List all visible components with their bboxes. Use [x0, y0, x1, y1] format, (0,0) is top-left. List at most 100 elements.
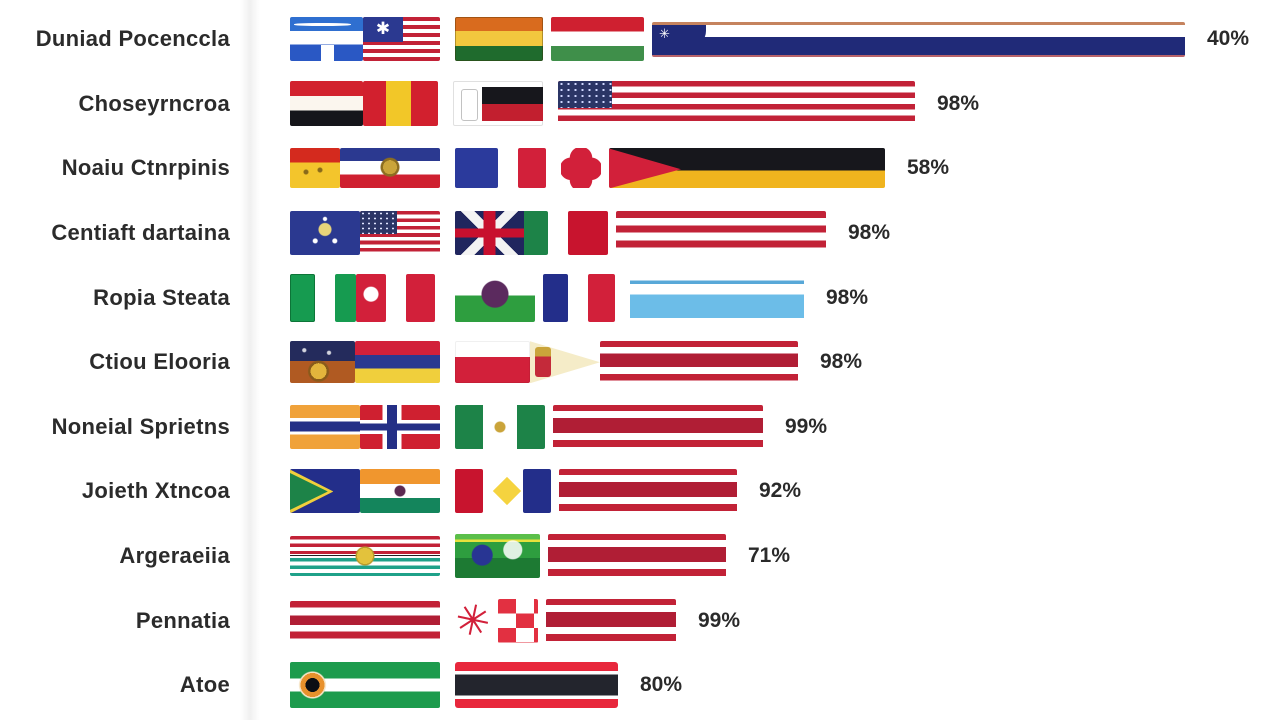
row-content: 99% — [290, 404, 828, 449]
row-content: 40% — [290, 17, 1249, 62]
country-label: Atoe — [179, 672, 230, 698]
flag-us-style — [360, 211, 440, 256]
percent-label: 98% — [848, 221, 891, 245]
flag-white-green-circle — [455, 273, 535, 322]
percent-label: 99% — [785, 414, 828, 438]
flag-white-black-red — [453, 81, 543, 127]
green-block — [290, 273, 315, 322]
crest-shield — [535, 347, 551, 378]
country-label: Duniad Pocenccla — [35, 26, 230, 52]
country-label: Choseyrncroa — [78, 90, 230, 116]
flag-red-blue-yellow — [355, 341, 440, 384]
red-emblem-block — [356, 273, 386, 322]
red-block — [588, 273, 615, 322]
row-content: 98% — [290, 80, 980, 127]
flag-red-white-stripes — [290, 600, 440, 641]
percent-label: 92% — [759, 479, 802, 503]
flag-blue-white-blue — [290, 17, 363, 62]
percent-label: 71% — [748, 544, 791, 568]
country-label: Noneial Sprietns — [51, 413, 230, 439]
percent-label: 98% — [820, 350, 863, 374]
chart-row: Centiaft dartaina 98% — [0, 201, 1280, 266]
star-field — [360, 211, 397, 234]
row-content: 80% — [290, 662, 683, 709]
flag-blue-block — [455, 148, 498, 189]
chart-row: Pennatia 99% — [0, 588, 1280, 653]
bar — [600, 341, 798, 384]
flag-red-teal-stripes-sun — [290, 536, 440, 577]
flag-green-globe — [455, 534, 540, 579]
flag-red-block — [518, 148, 546, 189]
bar — [630, 275, 804, 320]
bar-fill — [652, 37, 1185, 55]
chart-row: Joieth Xtncoa 92% — [0, 459, 1280, 524]
bar — [558, 80, 915, 127]
flag-india-style — [360, 469, 440, 514]
flag-spain-style — [290, 148, 340, 189]
black-red-stripes — [481, 86, 543, 121]
chart-row: Ropia Steata 98% — [0, 265, 1280, 330]
percent-label: 98% — [937, 91, 980, 115]
yellow-pennant-icon — [530, 341, 600, 384]
country-label: Ctiou Elooria — [89, 349, 230, 375]
flag-orange-navy-stripe — [290, 404, 360, 449]
bar — [652, 21, 1185, 57]
row-content: 92% — [290, 469, 802, 514]
red-block — [568, 211, 608, 256]
green-stripe — [523, 211, 548, 256]
bar — [553, 404, 763, 449]
flag-navy-orange-emblem — [290, 341, 355, 384]
chart-row: Argeraeiia 71% — [0, 524, 1280, 589]
navy-block — [523, 469, 551, 514]
percent-label: 80% — [640, 673, 683, 697]
flag-south-africa-style — [290, 469, 360, 514]
country-label: Noaiu Ctnrpinis — [61, 155, 230, 181]
flag-navy-emblem — [290, 211, 360, 256]
navy-block — [543, 273, 568, 322]
red-block — [406, 273, 435, 322]
country-label: Argeraeiia — [119, 543, 230, 569]
percent-label: 98% — [826, 285, 869, 309]
flag-red-yellow-band — [363, 81, 438, 127]
chart-row: Ctiou Elooria 98% — [0, 330, 1280, 395]
bar — [548, 534, 726, 579]
country-label: Pennatia — [135, 607, 230, 633]
row-content: 98% — [290, 273, 869, 322]
red-clover-icon — [561, 148, 601, 189]
chart-row: Choseyrncroa 98% — [0, 72, 1280, 137]
faint-emblem — [461, 88, 479, 122]
row-content: 98% — [290, 211, 891, 256]
column-divider — [240, 0, 260, 720]
flag-norway-style — [360, 404, 440, 449]
bar — [609, 148, 885, 189]
flag-white-red — [455, 341, 530, 384]
flag-liberia-style — [363, 17, 440, 62]
red-starburst-icon — [448, 599, 498, 643]
star-field — [558, 80, 612, 108]
burst-emblem-icon — [652, 24, 706, 47]
flag-nigeria-style — [455, 404, 545, 449]
flag-green-white-green-eye — [290, 662, 440, 709]
union-jack — [455, 211, 524, 256]
row-content: 71% — [290, 534, 791, 579]
row-content: 99% — [290, 598, 740, 643]
red-white-checks — [498, 598, 538, 643]
star-emblem-icon — [363, 17, 404, 43]
percent-label: 58% — [907, 156, 950, 180]
yellow-diamond-icon — [492, 477, 522, 506]
country-label: Joieth Xtncoa — [81, 478, 230, 504]
row-content: 58% — [290, 148, 950, 189]
chart-row: Atoe 80% — [0, 653, 1280, 718]
bar — [455, 662, 618, 709]
chart-row: Duniad Pocenccla 40% — [0, 7, 1280, 72]
chart-row: Noaiu Ctnrpinis 58% — [0, 136, 1280, 201]
green-block — [335, 273, 356, 322]
row-content: 98% — [290, 341, 863, 384]
green-triangle — [290, 472, 328, 510]
flag-blue-white-red-crest — [340, 148, 440, 189]
red-block — [455, 469, 483, 514]
bar — [616, 211, 826, 256]
country-label: Centiaft dartaina — [51, 220, 230, 246]
bar — [546, 598, 676, 643]
